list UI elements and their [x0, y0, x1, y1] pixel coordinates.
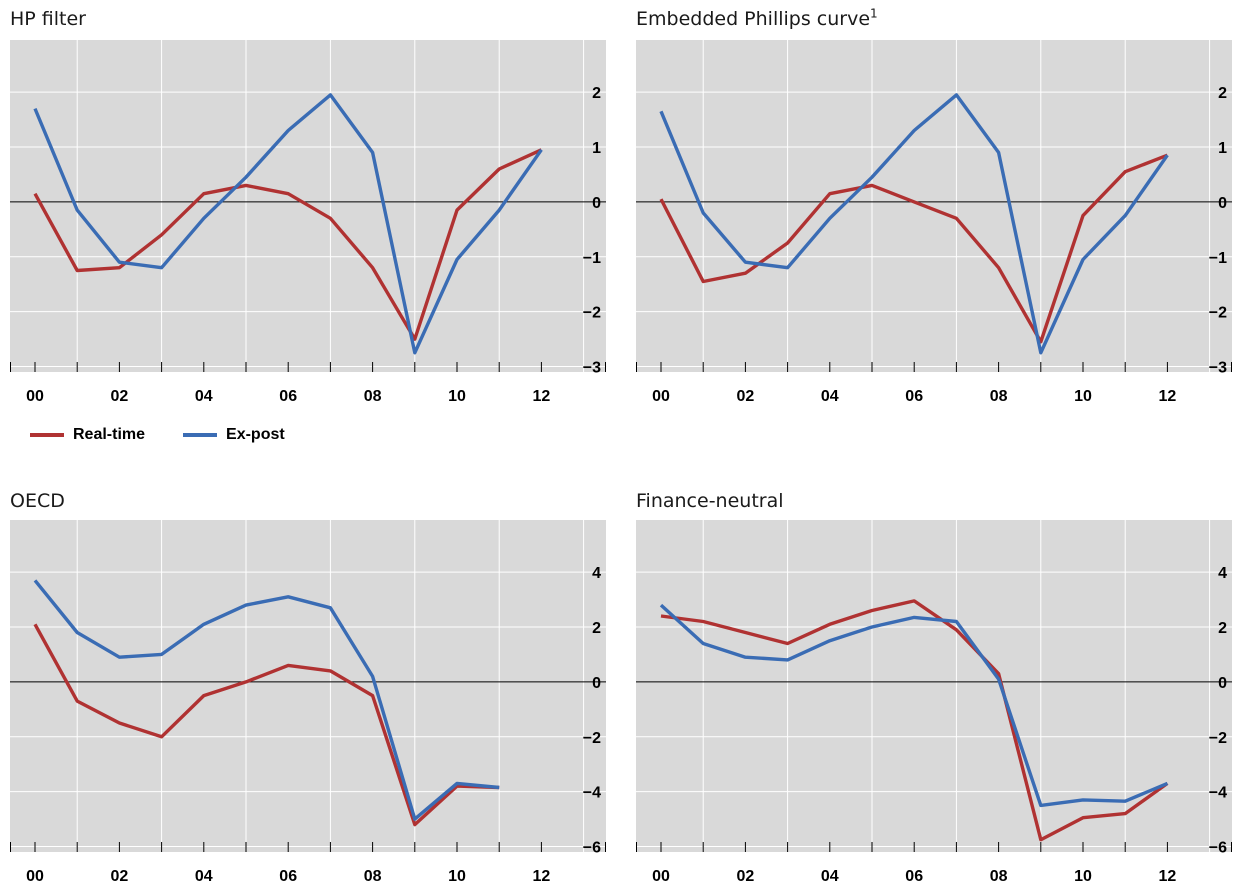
y-tick-label: −2 — [583, 305, 601, 322]
y-tick-label: −2 — [583, 730, 601, 747]
x-tick-label: 04 — [195, 388, 213, 405]
y-tick-label: 0 — [1218, 195, 1227, 212]
x-tick-label: 02 — [111, 868, 129, 885]
y-tick-label: −2 — [1209, 730, 1227, 747]
y-tick-label: −3 — [583, 360, 601, 377]
series-line-real-time — [660, 599, 1169, 842]
y-tick-label: 0 — [592, 195, 601, 212]
x-tick-label: 02 — [737, 388, 755, 405]
x-tick-label: 00 — [652, 388, 670, 405]
legend-label-ex-post: Ex-post — [226, 426, 285, 443]
legend-swatch-real-time — [30, 433, 64, 437]
x-tick-label: 02 — [737, 868, 755, 885]
y-tick-label: 1 — [1218, 140, 1227, 157]
x-tick-label: 06 — [905, 388, 923, 405]
series-line-real-time — [33, 148, 543, 341]
x-tick-label: 00 — [26, 868, 44, 885]
x-tick-label: 00 — [652, 868, 670, 885]
x-tick-label: 10 — [1074, 868, 1092, 885]
plot-background — [636, 40, 1232, 372]
plot-background — [10, 520, 606, 852]
chart-oecd: 00 02 04 06 08 10 12 4 2 0 −2 −4 −6 — [10, 520, 669, 885]
y-tick-label: −2 — [1209, 305, 1227, 322]
y-tick-label: 2 — [1218, 620, 1227, 637]
series-line-ex-post — [33, 93, 543, 355]
y-tick-label: 0 — [592, 675, 601, 692]
panel-title-hp-filter: HP filter — [10, 8, 86, 30]
y-tick-label: −6 — [583, 840, 601, 857]
series-line-ex-post — [659, 93, 1169, 355]
x-tick-label: 08 — [990, 388, 1008, 405]
panel-title-finance-neutral: Finance-neutral — [636, 490, 784, 512]
x-tick-label: 10 — [448, 868, 466, 885]
chart-legend: Real-time Ex-post — [30, 426, 323, 444]
x-tick-label: 00 — [26, 388, 44, 405]
series-line-ex-post — [33, 579, 500, 821]
x-tick-label: 06 — [905, 868, 923, 885]
x-tick-label: 02 — [111, 388, 129, 405]
panel-title-oecd: OECD — [10, 490, 65, 512]
x-tick-label: 10 — [448, 388, 466, 405]
y-tick-label: −1 — [1209, 250, 1227, 267]
x-tick-label: 04 — [195, 868, 213, 885]
panel-title-embedded-phillips-curve: Embedded Phillips curve1 — [636, 6, 878, 30]
y-tick-label: −6 — [1209, 840, 1227, 857]
y-tick-label: 2 — [1218, 85, 1227, 102]
y-tick-label: −1 — [583, 250, 601, 267]
y-tick-label: 0 — [1218, 675, 1227, 692]
x-tick-label: 08 — [364, 388, 382, 405]
y-tick-label: 1 — [592, 140, 601, 157]
series-line-real-time — [659, 153, 1169, 344]
y-tick-label: 2 — [592, 620, 601, 637]
x-tick-label: 10 — [1074, 388, 1092, 405]
legend-item-real-time: Real-time — [30, 426, 145, 444]
y-tick-label: −4 — [1209, 785, 1227, 802]
x-tick-label: 08 — [990, 868, 1008, 885]
legend-label-real-time: Real-time — [73, 426, 146, 443]
y-tick-label: −4 — [583, 785, 601, 802]
series-line-real-time — [33, 623, 500, 827]
legend-item-ex-post: Ex-post — [183, 426, 285, 444]
y-tick-label: 4 — [1218, 565, 1227, 582]
x-tick-label: 12 — [1159, 868, 1177, 885]
x-tick-label: 04 — [821, 388, 839, 405]
y-tick-label: −3 — [1209, 360, 1227, 377]
x-tick-label: 08 — [364, 868, 382, 885]
x-tick-label: 12 — [1159, 388, 1177, 405]
x-tick-label: 12 — [533, 868, 551, 885]
x-tick-label: 06 — [279, 388, 297, 405]
chart-finance-neutral: 00 02 04 06 08 10 12 4 2 0 −2 −4 −6 — [636, 520, 1232, 885]
x-tick-label: 12 — [533, 388, 551, 405]
x-tick-label: 04 — [821, 868, 839, 885]
series-line-ex-post — [659, 603, 1169, 808]
y-tick-label: 4 — [592, 565, 601, 582]
y-tick-label: 2 — [592, 85, 601, 102]
x-tick-label: 06 — [279, 868, 297, 885]
legend-swatch-ex-post — [183, 433, 218, 437]
